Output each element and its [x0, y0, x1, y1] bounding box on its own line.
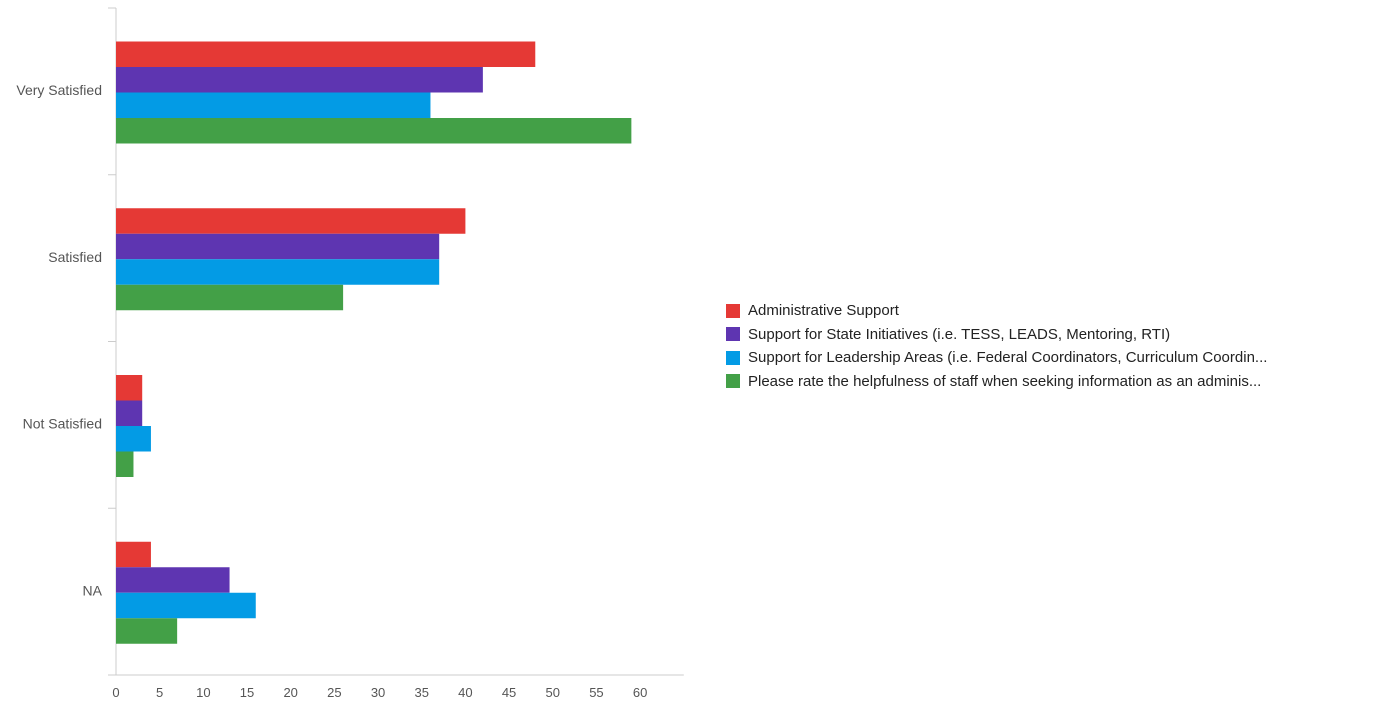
category-labels: Very Satisfied Satisfied Not Satisfied NA	[16, 82, 102, 598]
bars	[116, 41, 632, 644]
bar	[116, 618, 178, 644]
bar	[116, 284, 344, 311]
bar	[116, 541, 151, 568]
bar	[116, 451, 134, 477]
category-label: Satisfied	[48, 249, 102, 265]
legend-label: Administrative Support	[748, 302, 899, 320]
legend-label: Support for Leadership Areas (i.e. Feder…	[748, 349, 1268, 367]
legend-item[interactable]: Please rate the helpfulness of staff whe…	[726, 370, 1386, 394]
legend-item[interactable]: Support for State Initiatives (i.e. TESS…	[726, 323, 1386, 347]
legend-item[interactable]: Administrative Support	[726, 299, 1386, 323]
bar	[116, 41, 536, 67]
legend-swatch	[726, 327, 740, 342]
x-tick-label: 20	[283, 685, 297, 700]
bar	[116, 259, 440, 285]
x-tick-label: 60	[633, 685, 647, 700]
bar	[116, 400, 143, 426]
bar	[116, 118, 632, 144]
x-tick-label: 35	[414, 685, 428, 700]
x-tick-label: 5	[156, 685, 163, 700]
bar	[116, 426, 151, 452]
bar	[116, 233, 440, 260]
x-tick-label: 0	[112, 685, 119, 700]
x-tick-label: 10	[196, 685, 210, 700]
bar	[116, 92, 431, 118]
bar-chart: Very Satisfied Satisfied Not Satisfied NA 0…	[16, 7, 684, 700]
x-tick-labels: 0 5 10 15 20 25 30 35 40 45 50 55 60	[112, 685, 647, 700]
legend-swatch	[726, 374, 740, 389]
category-label: Very Satisfied	[16, 82, 102, 98]
x-tick-label: 15	[240, 685, 254, 700]
legend: Administrative Support Support for State …	[726, 299, 1386, 393]
category-label: Not Satisfied	[23, 416, 102, 432]
bar	[116, 567, 230, 593]
x-tick-label: 25	[327, 685, 341, 700]
bar	[116, 375, 143, 401]
x-tick-label: 30	[371, 685, 385, 700]
x-tick-label: 45	[502, 685, 516, 700]
bar	[116, 592, 256, 619]
x-tick-label: 40	[458, 685, 472, 700]
legend-label: Please rate the helpfulness of staff whe…	[748, 372, 1262, 390]
bar	[116, 208, 466, 234]
x-tick-label: 50	[546, 685, 560, 700]
legend-label: Support for State Initiatives (i.e. TESS…	[748, 325, 1171, 343]
category-label: NA	[83, 582, 103, 598]
legend-swatch	[726, 350, 740, 365]
x-tick-label: 55	[589, 685, 603, 700]
legend-swatch	[726, 303, 740, 318]
bar	[116, 67, 483, 93]
legend-item[interactable]: Support for Leadership Areas (i.e. Feder…	[726, 346, 1386, 370]
